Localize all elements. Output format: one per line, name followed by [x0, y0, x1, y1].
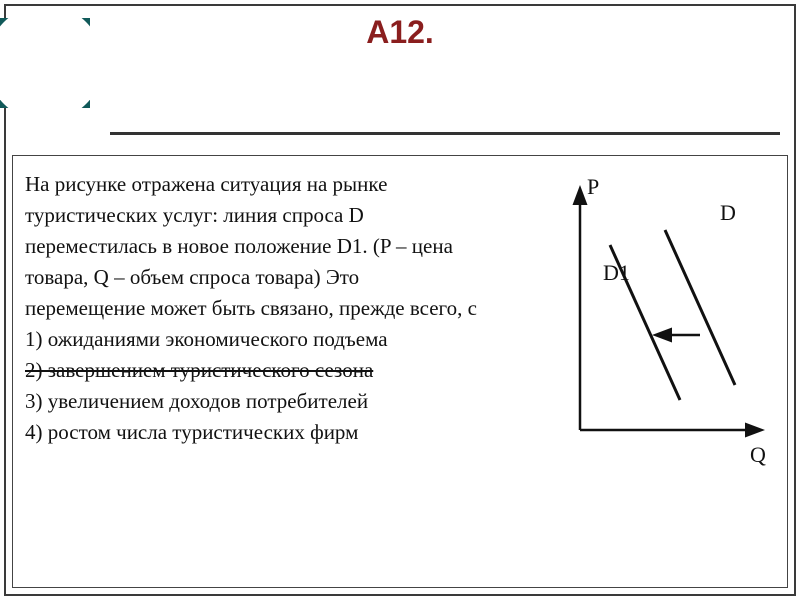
content-box: На рисунке отражена ситуация на рынке ту…	[12, 155, 788, 588]
chart-svg: P Q D D1	[545, 170, 775, 470]
option-2: 2) завершением туристического сезона	[25, 356, 539, 385]
question-text: На рисунке отражена ситуация на рынке ту…	[25, 170, 545, 575]
stem-line: На рисунке отражена ситуация на рынке	[25, 170, 539, 199]
divider-line	[110, 132, 780, 135]
line-D-label: D	[720, 200, 736, 225]
stem-line: туристических услуг: линия спроса D	[25, 201, 539, 230]
line-D	[665, 230, 735, 385]
y-axis-label: P	[587, 174, 599, 199]
stem-line: переместилась в новое положение D1. (P –…	[25, 232, 539, 261]
demand-shift-chart: P Q D D1	[545, 170, 775, 575]
stem-line: перемещение может быть связано, прежде в…	[25, 294, 539, 323]
option-4: 4) ростом числа туристических фирм	[25, 418, 539, 447]
corner-decoration	[0, 18, 90, 108]
stem-line: товара, Q – объем спроса товара) Это	[25, 263, 539, 292]
x-axis-label: Q	[750, 442, 766, 467]
option-2-struck: 2) завершением туристического сезона	[25, 358, 373, 382]
option-1: 1) ожиданиями экономического подъема	[25, 325, 539, 354]
option-3: 3) увеличением доходов потребителей	[25, 387, 539, 416]
line-D1-label: D1	[603, 260, 630, 285]
